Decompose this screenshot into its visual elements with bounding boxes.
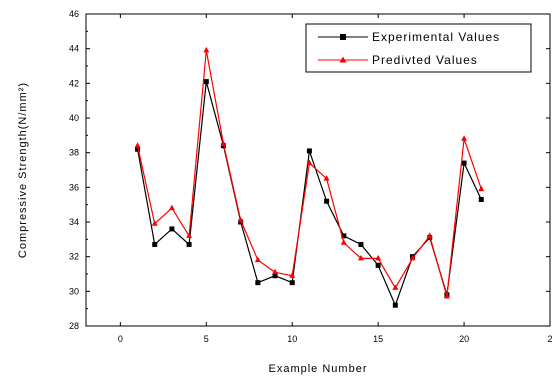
- data-point: [151, 220, 158, 226]
- x-tick-label: 10: [287, 334, 297, 344]
- y-tick-label: 42: [69, 78, 79, 88]
- legend: Experimental Values Predivted Values: [305, 23, 532, 73]
- data-point: [152, 242, 158, 248]
- data-point: [340, 239, 347, 245]
- y-axis-title: Compressive Strength(N/mm²): [17, 82, 29, 258]
- data-point: [169, 226, 175, 232]
- data-point: [186, 232, 193, 238]
- x-axis: 0 5 10 15 20 2: [118, 14, 552, 344]
- y-tick-label: 32: [69, 252, 79, 262]
- data-point: [254, 256, 261, 263]
- legend-label-predicted: Predivted Values: [372, 53, 478, 67]
- data-point: [409, 254, 416, 261]
- data-point: [323, 175, 330, 181]
- y-tick-label: 44: [69, 44, 79, 54]
- legend-label-experimental: Experimental Values: [372, 30, 500, 44]
- legend-marker-experimental: [340, 34, 346, 40]
- data-point: [324, 198, 330, 204]
- y-tick-label: 36: [69, 182, 79, 192]
- legend-marker-predicted: [339, 56, 347, 63]
- x-tick-label: 15: [373, 334, 383, 344]
- data-point: [392, 284, 399, 290]
- data-point: [134, 142, 141, 148]
- data-point: [478, 196, 484, 202]
- data-point: [392, 302, 398, 308]
- y-axis: 28 30 32 34 36 38 40 42 44 46: [69, 9, 550, 331]
- data-point: [341, 233, 347, 239]
- x-tick-label: 2: [547, 334, 552, 344]
- data-point: [203, 79, 209, 85]
- data-point: [375, 254, 382, 261]
- series-1: [134, 46, 485, 299]
- data-point: [478, 185, 485, 192]
- data-point: [443, 293, 450, 299]
- data-point: [289, 280, 295, 286]
- data-point: [237, 216, 244, 223]
- data-point: [272, 268, 279, 275]
- y-tick-label: 38: [69, 148, 79, 158]
- data-point: [186, 242, 192, 248]
- y-tick-label: 40: [69, 113, 79, 123]
- y-tick-label: 28: [69, 321, 79, 331]
- data-point: [375, 262, 381, 268]
- data-point: [306, 159, 313, 166]
- data-point: [461, 160, 467, 166]
- y-tick-label: 46: [69, 9, 79, 19]
- data-point: [203, 46, 210, 53]
- x-tick-label: 5: [204, 334, 209, 344]
- data-point: [168, 204, 175, 211]
- legend-box: [305, 23, 532, 73]
- data-point: [255, 280, 261, 286]
- series-layer: [134, 46, 485, 308]
- data-point: [135, 146, 141, 152]
- data-point: [461, 135, 468, 141]
- x-axis-title: Example Number: [269, 363, 368, 375]
- data-point: [426, 232, 433, 238]
- y-tick-label: 30: [69, 286, 79, 296]
- data-point: [289, 272, 296, 278]
- y-tick-label: 34: [69, 217, 79, 227]
- x-tick-label: 0: [118, 334, 123, 344]
- data-point: [357, 254, 364, 261]
- data-point: [306, 148, 312, 154]
- x-tick-label: 20: [459, 334, 469, 344]
- data-point: [272, 273, 278, 279]
- data-point: [220, 140, 227, 146]
- data-point: [358, 242, 364, 248]
